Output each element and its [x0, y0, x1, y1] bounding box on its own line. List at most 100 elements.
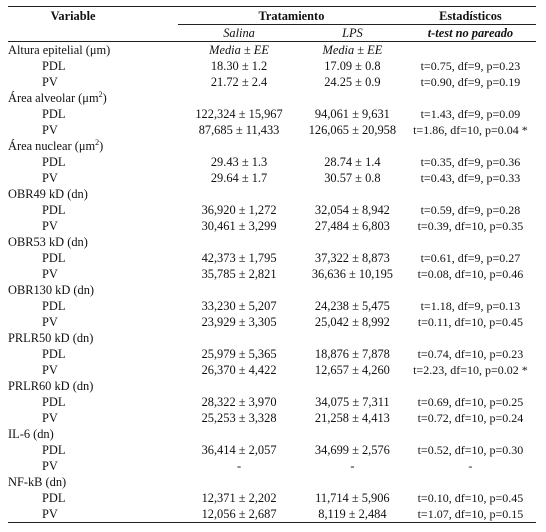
ttest-value: t=0.61, df=9, p=0.27 [420, 251, 521, 265]
variable-row: OBR130 kD (dn) [8, 282, 536, 298]
ttest-value: t=1.07, df=10, p=0.15 [417, 507, 524, 521]
salina-value [178, 138, 300, 154]
site-label: PDL [42, 491, 66, 505]
table-row: PV - - - [8, 458, 536, 474]
ttest-value [405, 90, 536, 106]
table-row: PV 30,461 ± 3,299 27,484 ± 6,803 t=0.39, df… [8, 218, 536, 234]
lps-value [300, 138, 405, 154]
ttest-value [405, 474, 536, 490]
ttest-value: t=0.08, df=10, p=0.46 [417, 267, 524, 281]
variable-label-text: Área alveolar (μm [8, 91, 99, 105]
subheader-row: Salina LPS t-test no pareado [8, 24, 536, 42]
salina-value [178, 234, 300, 250]
lps-value: 11,714 ± 5,906 [315, 491, 390, 505]
site-label: PDL [42, 107, 66, 121]
unit-close: ) [99, 139, 104, 153]
site-label: PV [42, 219, 58, 233]
unit-exponent: 2 [95, 137, 100, 147]
variable-label: Altura epitelial (μm) [8, 43, 111, 57]
salina-value [178, 90, 300, 106]
variable-row: IL-6 (dn) [8, 426, 536, 442]
subheader-lps: LPS [299, 24, 405, 42]
salina-value [178, 282, 300, 298]
site-label: PV [42, 123, 58, 137]
lps-value: 27,484 ± 6,803 [314, 219, 390, 233]
site-label: PDL [42, 299, 66, 313]
table-row: PDL 12,371 ± 2,202 11,714 ± 5,906 t=0.10, d… [8, 490, 536, 506]
ttest-value: t=0.35, df=9, p=0.36 [420, 155, 521, 169]
site-label: PV [42, 507, 58, 521]
variable-row: PRLR60 kD (dn) [8, 378, 536, 394]
lps-value: 28.74 ± 1.4 [324, 155, 381, 169]
salina-value: Media ± EE [209, 43, 269, 57]
variable-label: OBR53 kD (dn) [8, 235, 88, 249]
lps-value: 32,054 ± 8,942 [314, 203, 390, 217]
lps-value [300, 90, 405, 106]
table-row: PV 12,056 ± 2,687 8,119 ± 2,484 t=1.07, df=… [8, 506, 536, 523]
site-label: PDL [42, 59, 66, 73]
table-row: PDL 18.30 ± 1.2 17.09 ± 0.8 t=0.75, df=9, p… [8, 58, 536, 74]
salina-value: - [236, 459, 242, 473]
ttest-value: t=1.18, df=9, p=0.13 [420, 299, 521, 313]
ttest-value: t=0.39, df=10, p=0.35 [417, 219, 524, 233]
site-label: PDL [42, 155, 66, 169]
ttest-value: t=0.11, df=10, p=0.45 [417, 315, 523, 329]
table-body: Altura epitelial (μm) Media ± EE Media ± E… [8, 42, 536, 523]
lps-value [300, 330, 405, 346]
table-row: PDL 36,920 ± 1,272 32,054 ± 8,942 t=0.59, d… [8, 202, 536, 218]
lps-value: 17.09 ± 0.8 [324, 59, 381, 73]
salina-value [178, 378, 300, 394]
variable-label: PRLR60 kD (dn) [8, 379, 94, 393]
lps-value: Media ± EE [322, 43, 383, 57]
lps-value: 12,657 ± 4,260 [314, 363, 390, 377]
salina-value: 12,371 ± 2,202 [201, 491, 277, 505]
salina-value: 33,230 ± 5,207 [201, 299, 277, 313]
table-row: PDL 33,230 ± 5,207 24,238 ± 5,475 t=1.18, d… [8, 298, 536, 314]
site-label: PDL [42, 251, 66, 265]
variable-label: Área alveolar (μm2) [8, 90, 178, 106]
table-row: PV 23,929 ± 3,305 25,042 ± 8,992 t=0.11, df… [8, 314, 536, 330]
table-row: PDL 29.43 ± 1.3 28.74 ± 1.4 t=0.35, df=9, p… [8, 154, 536, 170]
table-row: PV 21.72 ± 2.4 24.25 ± 0.9 t=0.90, df=9, p=… [8, 74, 536, 90]
site-label: PV [42, 75, 58, 89]
salina-value: 122,324 ± 15,967 [195, 107, 283, 121]
site-label: PV [42, 171, 58, 185]
table-row: PV 87,685 ± 11,433 126,065 ± 20,958 t=1.86,… [8, 122, 536, 138]
ttest-value: t=0.43, df=9, p=0.33 [420, 171, 521, 185]
variable-row: PRLR50 kD (dn) [8, 330, 536, 346]
unit-close: ) [102, 91, 107, 105]
lps-value: 24,238 ± 5,475 [314, 299, 390, 313]
subheader-salina: Salina [178, 24, 300, 42]
variable-row: Área alveolar (μm2) [8, 90, 536, 106]
ttest-value: t=0.10, df=10, p=0.45 [417, 491, 524, 505]
salina-value: 87,685 ± 11,433 [198, 123, 280, 137]
ttest-value: t=0.75, df=9, p=0.23 [420, 59, 521, 73]
ttest-value: t=0.74, df=10, p=0.23 [417, 347, 524, 361]
lps-value [300, 186, 405, 202]
site-label: PV [42, 315, 58, 329]
ttest-value: t=0.52, df=10, p=0.30 [417, 443, 524, 457]
table-row: PV 26,370 ± 4,422 12,657 ± 4,260 t=2.23, df… [8, 362, 536, 378]
variable-row: OBR53 kD (dn) [8, 234, 536, 250]
salina-value: 42,373 ± 1,795 [201, 251, 277, 265]
salina-value [178, 474, 300, 490]
ttest-value [405, 42, 536, 59]
ttest-value: t=0.90, df=9, p=0.19 [420, 75, 521, 89]
lps-value: 8,119 ± 2,484 [318, 507, 387, 521]
site-label: PV [42, 459, 58, 473]
variable-label: NF-kB (dn) [8, 475, 67, 489]
subheader-blank [8, 24, 179, 42]
table-row: PV 25,253 ± 3,328 21,258 ± 4,413 t=0.72, df… [8, 410, 536, 426]
variable-label: IL-6 (dn) [8, 427, 54, 441]
site-label: PV [42, 363, 58, 377]
table-row: PV 29.64 ± 1.7 30.57 ± 0.8 t=0.43, df=9, p=… [8, 170, 536, 186]
lps-value: 25,042 ± 8,992 [314, 315, 390, 329]
lps-value: 21,258 ± 4,413 [314, 411, 390, 425]
salina-value: 36,920 ± 1,272 [201, 203, 277, 217]
header-row: Variable Tratamiento Estadísticos [8, 6, 536, 25]
lps-value [300, 282, 405, 298]
lps-value [300, 474, 405, 490]
lps-value: 30.57 ± 0.8 [324, 171, 381, 185]
lps-value: 36,636 ± 10,195 [311, 267, 393, 281]
data-table: Variable Tratamiento Estadísticos Salina… [8, 6, 536, 523]
